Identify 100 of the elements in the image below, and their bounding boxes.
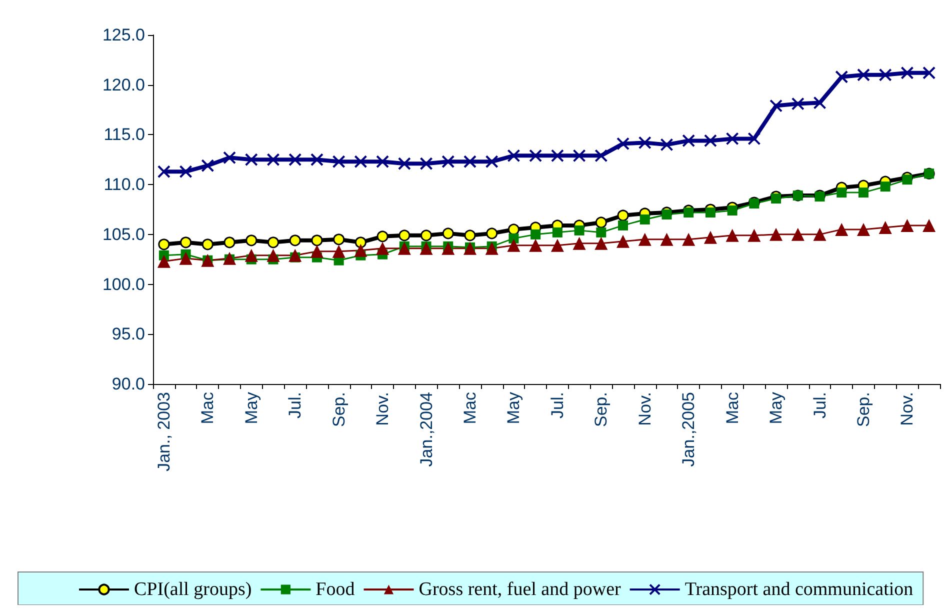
point [616,137,630,150]
y-tick-label: 105.0 [102,224,145,244]
point [157,254,170,268]
point [878,220,892,234]
point [902,174,912,185]
x-tick-label: Sep. [329,392,348,427]
point [288,153,302,166]
x-tick-label: Mac [198,392,218,424]
point [289,234,301,246]
point [791,97,804,110]
y-tick-label: 95.0 [112,324,145,344]
x-tick-label: May [242,392,261,424]
point [550,238,564,252]
point [244,153,258,166]
point [376,155,390,168]
point [201,159,214,172]
x-tick-label: May [504,392,524,424]
x-tick-label: Mac [722,392,742,424]
point [770,228,783,241]
point [922,66,936,80]
point [464,230,476,242]
point [485,155,498,168]
x-tick-label: Jan.,2005 [679,392,698,467]
point [748,228,761,242]
point [310,244,324,258]
point [682,232,696,246]
y-tick-label: 120.0 [102,75,145,94]
point [552,227,562,238]
point [704,230,717,244]
point [771,194,782,204]
point [332,155,346,168]
point [354,244,368,257]
x-tick-label: Jan.,2004 [416,392,436,467]
point [594,149,608,162]
point [704,134,717,148]
point [463,242,476,255]
point [398,157,411,170]
point [398,242,411,255]
point [530,229,541,240]
point [880,182,890,192]
point [420,230,432,242]
legend-label: Transport and communication [684,579,914,600]
point [311,234,323,246]
point [288,248,302,262]
point [682,134,696,148]
point [662,209,672,220]
point [726,228,739,242]
x-tick-label: Nov. [373,392,392,426]
point [485,242,498,255]
point [354,155,368,168]
x-tick-label: Jul. [548,392,567,418]
point [442,228,454,240]
x-tick-label: Jan., 2003 [154,392,174,472]
point [574,225,584,236]
x-tick-label: Nov. [635,392,654,426]
point [594,236,608,250]
point [813,96,826,110]
x-tick-label: May [766,392,786,424]
point [550,149,564,162]
point [442,155,455,168]
point [595,216,607,228]
point [726,132,739,146]
point [529,149,542,162]
point [310,153,324,166]
point [158,238,170,250]
point [791,228,804,241]
point [638,136,652,150]
point [486,228,498,240]
x-tick-label: Sep. [592,392,611,427]
point [660,138,674,152]
point [398,230,410,242]
point [508,233,519,244]
point [900,218,914,232]
point [376,230,388,242]
point [157,165,170,178]
point [442,242,455,255]
point [267,236,279,248]
point [638,232,652,246]
point [878,68,892,82]
point [354,236,366,248]
point [529,238,542,252]
point [835,222,848,236]
point [705,207,716,218]
y-tick-label: 125.0 [102,26,145,44]
point [835,70,848,84]
legend-label: Gross rent, fuel and power [418,579,622,600]
point [684,207,694,218]
point [420,242,433,255]
point [179,165,192,178]
point [727,205,738,216]
point [180,236,192,248]
point [333,234,345,246]
y-tick-label: 90.0 [112,374,145,394]
point [640,214,650,224]
point [900,66,914,80]
legend-label: Food [316,579,356,600]
point [224,236,236,248]
point [856,222,870,236]
point [507,238,520,252]
y-tick-label: 100.0 [102,274,145,294]
